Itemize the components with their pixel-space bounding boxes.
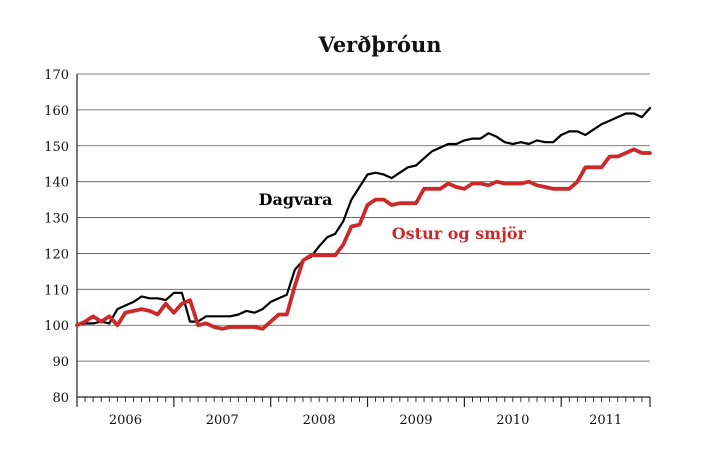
series-lines [75,106,652,331]
y-tick-label-160: 160 [44,104,69,119]
series-line-dagvara [75,106,652,327]
y-tick-label-150: 150 [44,140,69,155]
x-tick-label-2006: 2006 [109,413,142,428]
y-tick-label-140: 140 [44,176,69,191]
y-tick-label-100: 100 [44,319,69,334]
series-label-0: Dagvara [259,190,333,209]
y-tick-label-80: 80 [52,391,69,406]
chart-title: Verðþróun [317,32,441,57]
y-tick-label-120: 120 [44,247,69,262]
x-tick-label-2011: 2011 [589,413,622,428]
y-tick-label-110: 110 [44,283,69,298]
grid-lines [77,73,650,398]
y-tick-label-170: 170 [44,68,69,83]
series-line-ostur-og-smj-r [75,147,652,331]
y-tick-label-130: 130 [44,212,69,227]
x-tick-label-2009: 2009 [399,413,432,428]
x-tick-label-2007: 2007 [206,413,239,428]
x-tick-label-2010: 2010 [496,413,529,428]
axes: 80 90 100 110 120 130 140 150 160 170 2006 2007 2008… [44,68,651,428]
x-tick-label-2008: 2008 [303,413,336,428]
series-labels: Dagvara Ostur og smjör [259,190,527,243]
y-tick-label-90: 90 [52,355,69,370]
series-label-1: Ostur og smjör [392,224,527,243]
